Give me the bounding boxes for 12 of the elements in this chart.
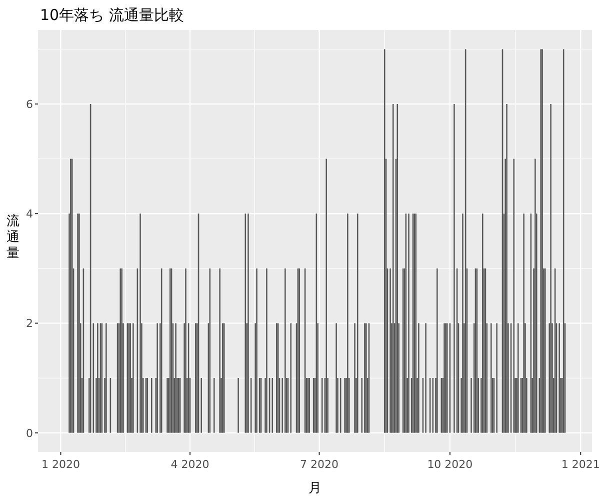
x-tick-label: 7 2020 (300, 458, 339, 471)
x-tick-label: 1 2021 (561, 458, 600, 471)
chart-title: 10年落ち 流通量比較 (40, 6, 184, 24)
y-tick-label: 0 (26, 426, 33, 440)
y-tick-label: 2 (26, 317, 33, 330)
y-axis-title: 流通量 (6, 213, 20, 261)
x-tick-label: 4 2020 (170, 458, 210, 471)
y-tick-label: 4 (26, 208, 33, 221)
x-axis-title: 月 (308, 481, 322, 496)
x-tick-label: 10 2020 (427, 458, 473, 471)
y-tick-label: 6 (26, 98, 33, 111)
x-tick-label: 1 2020 (41, 458, 80, 471)
